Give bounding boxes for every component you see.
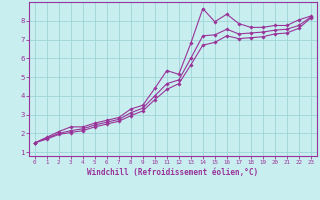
- X-axis label: Windchill (Refroidissement éolien,°C): Windchill (Refroidissement éolien,°C): [87, 168, 258, 177]
